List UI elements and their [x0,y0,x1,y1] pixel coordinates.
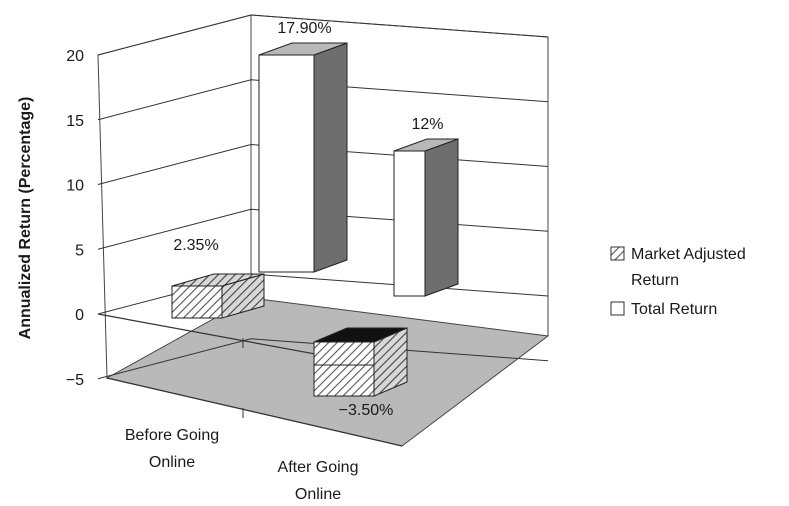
category-label-after-line2: Online [295,486,341,503]
front-floor-edge [106,377,403,447]
market-adjusted-bar-2-front [313,341,375,397]
category-label-after-line1: After Going [278,459,359,476]
total-return-bar-2-front [393,150,426,297]
legend-swatch-total-return [610,301,625,316]
legend-swatch-market-adjusted [610,246,625,261]
legend-label-market-adjusted-line1: Market Adjusted [631,246,746,263]
legend-label-market-adjusted-line2: Return [631,272,679,289]
y-tick-label: 15 [66,113,84,130]
legend-label-total-return: Total Return [631,301,717,318]
y-tick-label: 0 [75,307,84,324]
data-label-total-return-2: 12% [411,116,443,133]
data-label-total-return-1: 17.90% [277,20,331,37]
legend: Market Adjusted Return Total Return [610,246,746,318]
y-tick-label: 5 [75,242,84,259]
total-return-bar-1-side [313,42,348,273]
total-return-bar-1-front [258,54,315,273]
y-axis-title: Annualized Return (Percentage) [17,97,34,340]
gridline [97,14,549,56]
data-label-market-adjusted-1: 2.35% [173,237,218,254]
total-return-bar-2-side [424,138,459,297]
data-label-market-adjusted-2: −3.50% [339,402,394,419]
y-tick-label: 20 [66,48,84,65]
market-adjusted-bar-1-front [171,285,223,319]
gridline [97,79,549,121]
gridline [97,338,549,380]
category-label-before-line1: Before Going [125,427,219,444]
y-tick-label: 10 [66,178,84,195]
category-label-before-line2: Online [149,454,195,471]
y-tick-label: −5 [66,372,84,389]
